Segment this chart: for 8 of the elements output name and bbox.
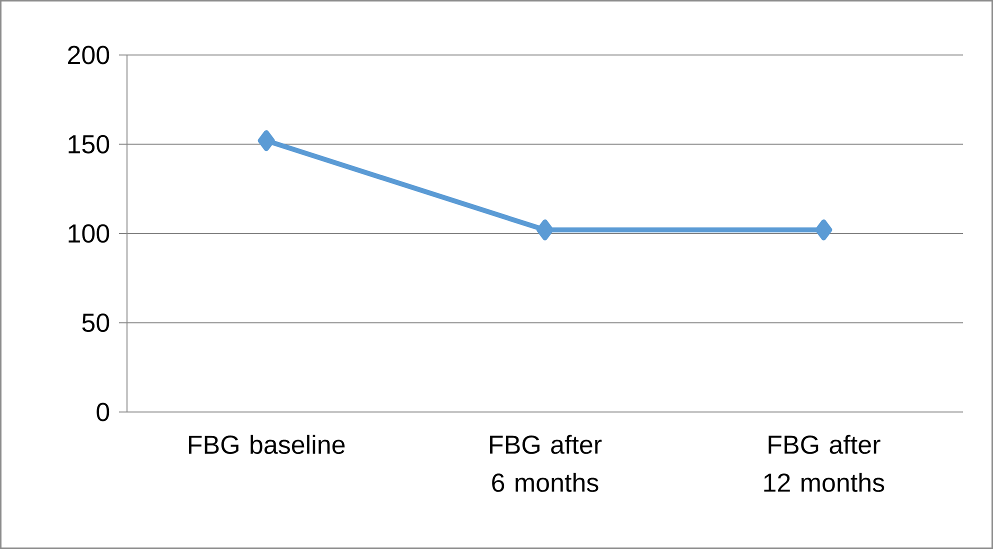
y-tick-label: 50 <box>82 314 110 332</box>
y-tick-label: 100 <box>68 224 110 243</box>
y-tick-label: 0 <box>96 402 110 422</box>
x-tick-label: FBG after 12 months <box>764 434 884 492</box>
x-tick-label: FBG after 6 months <box>490 434 602 492</box>
y-tick-label: 150 <box>68 135 110 154</box>
x-tick-label: FBG baseline <box>188 434 345 454</box>
y-tick-label: 200 <box>68 46 110 64</box>
